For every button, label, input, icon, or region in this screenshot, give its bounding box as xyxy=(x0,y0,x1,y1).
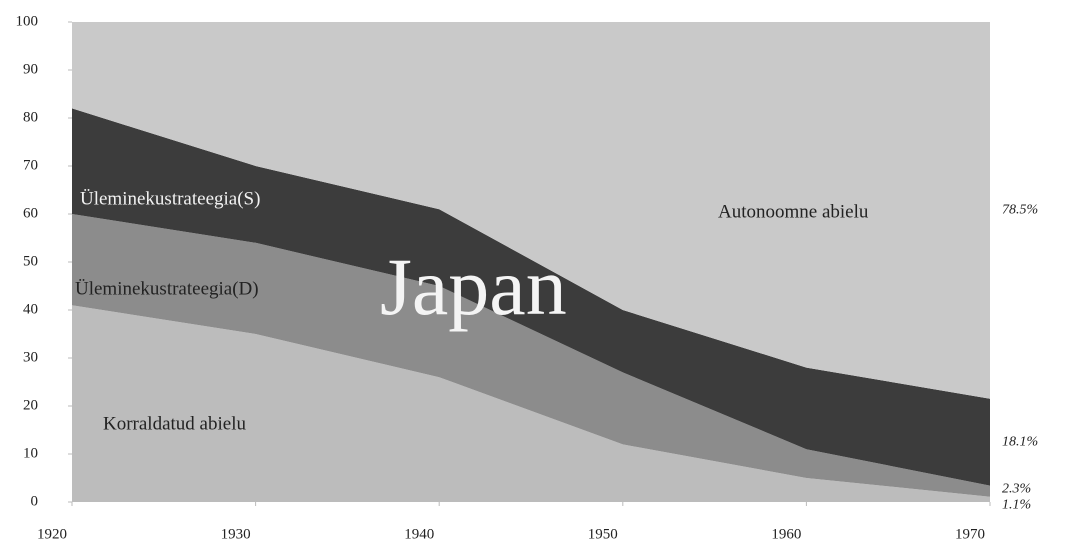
value-label: 1.1% xyxy=(1002,498,1031,513)
annotation: Japan xyxy=(380,241,567,332)
y-tick-label: 20 xyxy=(23,397,38,413)
y-tick-label: 70 xyxy=(23,157,38,173)
area xyxy=(72,108,990,486)
series-label: Korraldatud abielu xyxy=(103,413,246,434)
x-tick-label: 1940 xyxy=(404,526,434,542)
y-tick-label: 60 xyxy=(23,205,38,221)
value-label: 2.3% xyxy=(1002,481,1031,496)
x-tick-label: 1950 xyxy=(588,526,618,542)
y-tick-label: 0 xyxy=(31,493,39,509)
area xyxy=(72,305,990,502)
series-label: Üleminekustrateegia(S) xyxy=(80,188,260,209)
y-tick-label: 10 xyxy=(23,445,38,461)
y-tick-label: 50 xyxy=(23,253,38,269)
y-tick-label: 30 xyxy=(23,349,38,365)
areas xyxy=(72,22,990,502)
series-label: Üleminekustrateegia(D) xyxy=(75,278,259,299)
y-tick-label: 80 xyxy=(23,109,38,125)
value-label: 18.1% xyxy=(1002,434,1038,449)
area xyxy=(72,214,990,497)
x-tick-label: 1930 xyxy=(221,526,251,542)
series-label: Autonoomne abielu xyxy=(718,201,869,222)
x-tick-label: 1920 xyxy=(37,526,67,542)
x-tick-label: 1970 xyxy=(955,526,985,542)
y-tick-label: 40 xyxy=(23,301,38,317)
value-label: 78.5% xyxy=(1002,203,1038,218)
x-tick-label: 1960 xyxy=(771,526,801,542)
y-tick-label: 100 xyxy=(16,13,39,29)
area xyxy=(72,22,990,399)
y-tick-label: 90 xyxy=(23,61,38,77)
